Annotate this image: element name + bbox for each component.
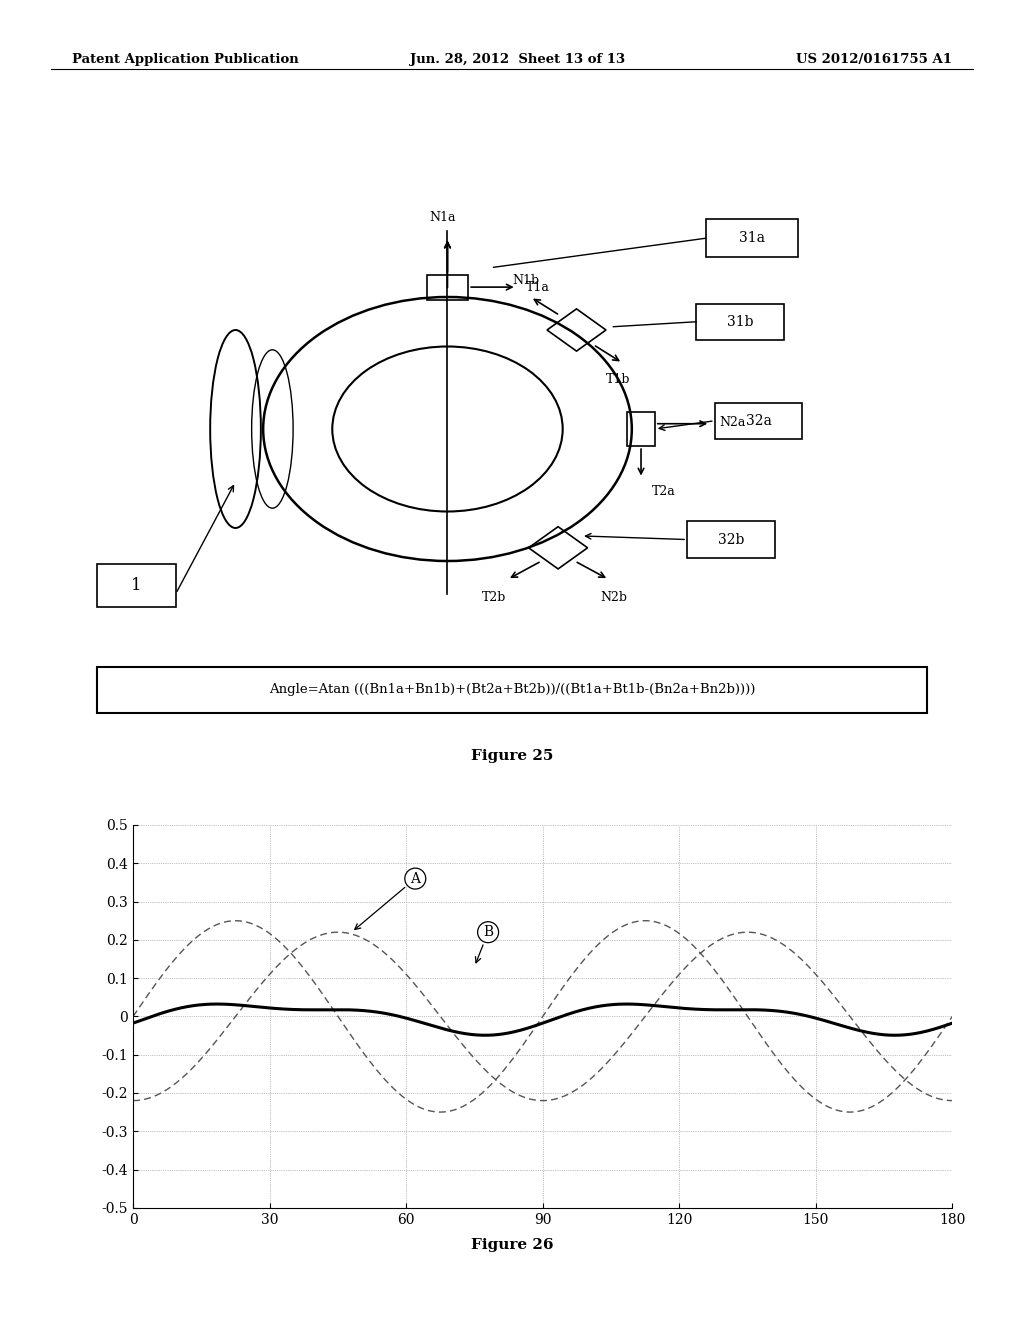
Text: Angle=Atan (((Bn1a+Bn1b)+(Bt2a+Bt2b))/((Bt1a+Bt1b-(Bn2a+Bn2b)))): Angle=Atan (((Bn1a+Bn1b)+(Bt2a+Bt2b))/((… [269, 684, 755, 696]
Text: 31b: 31b [727, 314, 754, 329]
Text: N1a: N1a [430, 211, 456, 224]
Text: 32a: 32a [745, 413, 771, 428]
Text: US 2012/0161755 A1: US 2012/0161755 A1 [797, 53, 952, 66]
Text: N2b: N2b [600, 591, 627, 603]
Text: B: B [475, 925, 494, 962]
Text: A: A [354, 871, 420, 929]
Bar [628, 412, 655, 446]
Text: Patent Application Publication: Patent Application Publication [72, 53, 298, 66]
Bar [687, 521, 775, 557]
Text: 32b: 32b [718, 532, 744, 546]
Text: Figure 26: Figure 26 [471, 1238, 553, 1253]
Text: 31a: 31a [738, 231, 765, 246]
Text: T1a: T1a [526, 281, 550, 293]
Text: N2a: N2a [720, 416, 745, 429]
Text: T2b: T2b [481, 591, 506, 603]
Text: T2a: T2a [652, 484, 676, 498]
Bar [715, 403, 803, 438]
Text: T1b: T1b [606, 374, 630, 385]
Bar [427, 275, 468, 300]
Text: N1b: N1b [512, 275, 540, 286]
Text: Jun. 28, 2012  Sheet 13 of 13: Jun. 28, 2012 Sheet 13 of 13 [410, 53, 625, 66]
Bar [696, 304, 784, 341]
Bar [97, 667, 927, 713]
Bar [706, 219, 798, 257]
Text: Figure 25: Figure 25 [471, 748, 553, 763]
Bar [97, 565, 176, 607]
Text: 1: 1 [131, 577, 141, 594]
